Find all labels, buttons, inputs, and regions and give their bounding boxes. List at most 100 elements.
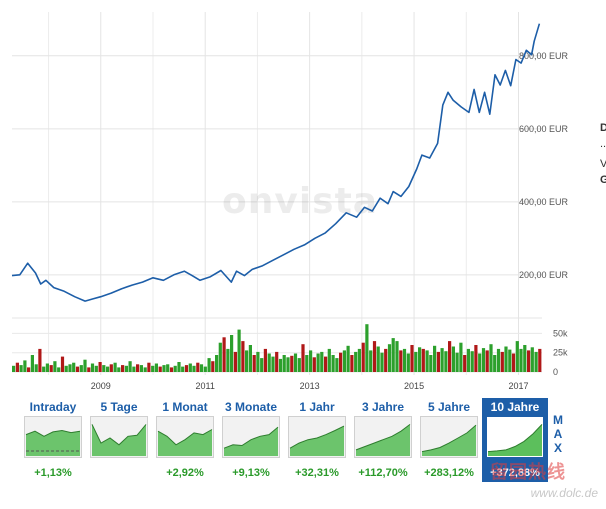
range-sparkline bbox=[157, 429, 213, 456]
sparkline-line bbox=[91, 424, 147, 446]
volume-bar bbox=[94, 365, 98, 372]
range-change: +2,92% bbox=[166, 467, 204, 479]
sparkline-line bbox=[223, 426, 279, 449]
range-thumbnail bbox=[288, 416, 346, 458]
volume-bar bbox=[414, 351, 418, 372]
volume-bar bbox=[433, 345, 437, 372]
volume-bar bbox=[256, 351, 260, 372]
volume-bar bbox=[57, 367, 61, 372]
volume-bar bbox=[459, 342, 463, 372]
range-sparkline bbox=[421, 424, 477, 456]
volume-bar bbox=[72, 362, 76, 372]
time-range-selector: Intraday +1,13% 5 Tage 1 Monat +2,92% 3 Monat… bbox=[20, 398, 548, 482]
volume-bar bbox=[169, 367, 174, 372]
volume-bar bbox=[500, 351, 504, 372]
volume-bar bbox=[293, 353, 298, 372]
volume-bar bbox=[188, 363, 192, 372]
cut-off-text-4: G bbox=[600, 174, 606, 186]
volume-bar bbox=[154, 363, 158, 372]
volume-bar bbox=[493, 355, 497, 372]
volume-bar bbox=[436, 351, 440, 372]
range-option-2[interactable]: 1 Monat +2,92% bbox=[152, 398, 218, 482]
sparkline-area bbox=[488, 424, 542, 456]
volume-bar bbox=[252, 355, 256, 372]
volume-bar bbox=[166, 364, 170, 372]
volume-bar bbox=[271, 356, 275, 372]
range-label: 3 Monate bbox=[224, 400, 277, 414]
volume-bar bbox=[290, 355, 294, 372]
volume-bar bbox=[237, 329, 241, 372]
volume-bar bbox=[470, 351, 474, 372]
volume-bar bbox=[124, 365, 128, 372]
sparkline-area bbox=[26, 430, 80, 456]
volume-bar bbox=[455, 352, 459, 372]
range-sparkline bbox=[223, 426, 279, 456]
volume-bar bbox=[511, 353, 516, 372]
volume-bar bbox=[380, 352, 384, 372]
volume-bar bbox=[113, 362, 117, 372]
volume-bar bbox=[158, 366, 162, 372]
volume-bar bbox=[327, 348, 331, 372]
volume-bar bbox=[421, 348, 425, 372]
volume-bar bbox=[357, 348, 361, 372]
volume-bar bbox=[241, 341, 245, 372]
volume-bar bbox=[34, 364, 38, 372]
volume-bar bbox=[87, 367, 91, 372]
volume-bar bbox=[376, 346, 380, 372]
sparkline-line bbox=[25, 429, 81, 437]
volume-bar bbox=[350, 355, 354, 372]
range-label: 3 Jahre bbox=[361, 400, 405, 414]
volume-bar bbox=[523, 345, 527, 372]
volume-bar bbox=[278, 358, 283, 372]
volume-bar bbox=[312, 357, 316, 372]
volume-tick-label: 25k bbox=[553, 348, 568, 358]
cut-off-text-1: D bbox=[600, 122, 606, 134]
volume-bar bbox=[181, 366, 185, 372]
range-option-3[interactable]: 3 Monate +9,13% bbox=[218, 398, 284, 482]
range-option-6[interactable]: 5 Jahre +283,12% bbox=[416, 398, 482, 482]
cut-off-text-3: V bbox=[600, 158, 606, 170]
sparkline-area bbox=[224, 427, 278, 456]
range-option-5[interactable]: 3 Jahre +112,70% bbox=[350, 398, 416, 482]
volume-bar bbox=[23, 360, 27, 372]
volume-bar bbox=[342, 350, 346, 372]
range-change bbox=[86, 464, 152, 482]
x-tick-label: 2013 bbox=[300, 381, 320, 391]
volume-bar bbox=[30, 355, 34, 372]
volume-bar bbox=[418, 347, 422, 372]
sparkline-line bbox=[355, 424, 411, 451]
range-thumbnail bbox=[222, 416, 280, 458]
volume-bar bbox=[305, 355, 309, 372]
range-sparkline bbox=[289, 425, 345, 456]
volume-bar bbox=[410, 345, 414, 372]
max-range-button[interactable]: M A X bbox=[551, 413, 565, 455]
range-change: +283,12% bbox=[424, 467, 474, 479]
volume-bar bbox=[75, 366, 80, 372]
volume-bar bbox=[128, 361, 132, 372]
range-option-1[interactable]: 5 Tage bbox=[86, 398, 152, 482]
volume-bar bbox=[425, 350, 429, 372]
volume-bar bbox=[245, 350, 249, 372]
range-label: 5 Tage bbox=[100, 400, 138, 414]
volume-bar bbox=[399, 350, 403, 372]
volume-bar bbox=[504, 346, 508, 372]
volume-bar bbox=[15, 362, 19, 372]
range-option-7[interactable]: 10 Jahre +372,88% bbox=[482, 398, 548, 482]
volume-bar bbox=[263, 348, 267, 372]
volume-bar bbox=[211, 361, 215, 372]
volume-bar bbox=[173, 365, 177, 372]
y-tick-label: 400,00 EUR bbox=[519, 197, 569, 207]
volume-bar bbox=[316, 353, 320, 372]
range-label: 10 Jahre bbox=[490, 400, 540, 414]
volume-bar bbox=[534, 351, 538, 372]
range-option-0[interactable]: Intraday +1,13% bbox=[20, 398, 86, 482]
volume-bar bbox=[136, 364, 140, 372]
volume-bar bbox=[199, 364, 204, 372]
volume-bar bbox=[117, 367, 121, 372]
volume-bar bbox=[184, 365, 189, 372]
volume-bar bbox=[222, 337, 226, 372]
range-option-4[interactable]: 1 Jahr +32,31% bbox=[284, 398, 350, 482]
logo-watermark: 留园热线 bbox=[490, 462, 566, 482]
volume-bar bbox=[79, 365, 83, 372]
volume-bar bbox=[132, 366, 136, 372]
